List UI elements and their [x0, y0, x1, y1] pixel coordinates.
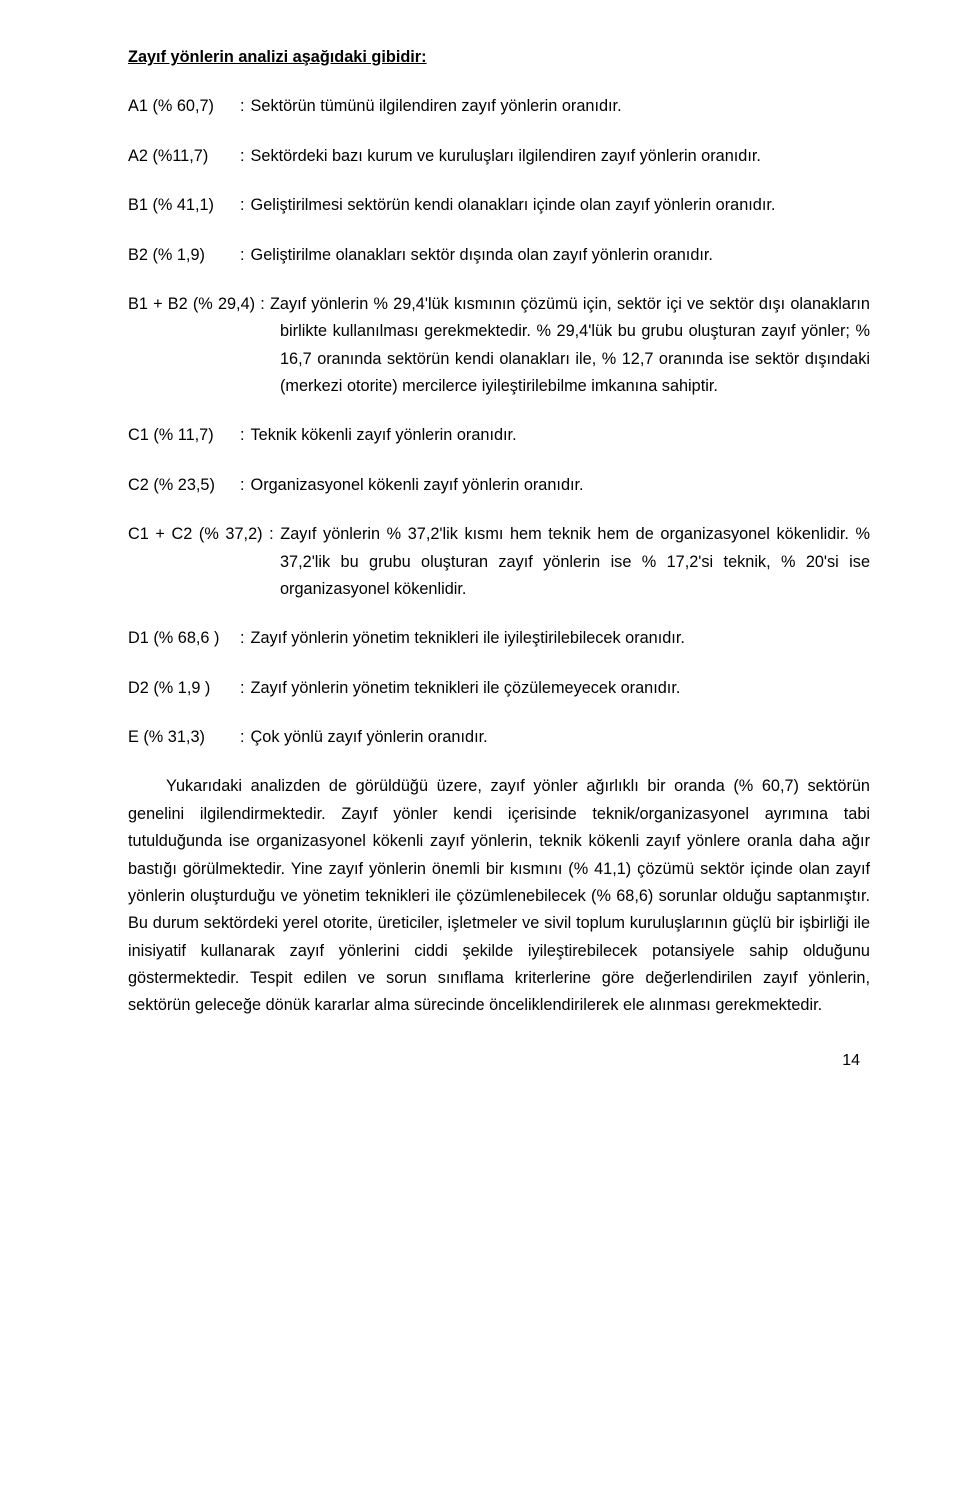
item-text: Zayıf yönlerin yönetim teknikleri ile iy… — [251, 629, 685, 647]
definition-item: A1 (% 60,7) : Sektörün tümünü ilgilendire… — [128, 93, 870, 120]
item-text: Teknik kökenli zayıf yönlerin oranıdır. — [251, 426, 517, 444]
definition-item: A2 (%11,7) : Sektördeki bazı kurum ve kur… — [128, 143, 870, 170]
item-label: C2 (% 23,5) — [128, 472, 240, 499]
item-body: : Teknik kökenli zayıf yönlerin oranıdır. — [240, 422, 870, 449]
analysis-paragraph: Yukarıdaki analizden de görüldüğü üzere,… — [128, 773, 870, 1019]
colon: : — [240, 728, 245, 746]
item-label: D2 (% 1,9 ) — [128, 675, 240, 702]
colon: : — [240, 679, 245, 697]
composite-label: C1 + C2 (% 37,2) : — [128, 525, 280, 543]
item-text: Geliştirilmesi sektörün kendi olanakları… — [251, 196, 776, 214]
item-label: E (% 31,3) — [128, 724, 240, 751]
item-body: : Geliştirilme olanakları sektör dışında … — [240, 242, 870, 269]
definition-item: E (% 31,3) : Çok yönlü zayıf yönlerin ora… — [128, 724, 870, 751]
colon: : — [240, 426, 245, 444]
colon: : — [240, 97, 245, 115]
item-label: D1 (% 68,6 ) — [128, 625, 240, 652]
colon: : — [240, 196, 245, 214]
definition-item: B1 (% 41,1) : Geliştirilmesi sektörün ken… — [128, 192, 870, 219]
item-text: Geliştirilme olanakları sektör dışında o… — [251, 246, 713, 264]
definition-item: C2 (% 23,5) : Organizasyonel kökenli zayı… — [128, 472, 870, 499]
composite-item-c1c2: C1 + C2 (% 37,2) : Zayıf yönlerin % 37,2… — [128, 521, 870, 603]
item-body: : Geliştirilmesi sektörün kendi olanaklar… — [240, 192, 870, 219]
item-text: Zayıf yönlerin yönetim teknikleri ile çö… — [251, 679, 681, 697]
item-text: Sektördeki bazı kurum ve kuruluşları ilg… — [251, 147, 761, 165]
item-body: : Sektörün tümünü ilgilendiren zayıf yönl… — [240, 93, 870, 120]
colon: : — [240, 629, 245, 647]
definition-item: B2 (% 1,9) : Geliştirilme olanakları sekt… — [128, 242, 870, 269]
colon: : — [240, 147, 245, 165]
colon: : — [240, 246, 245, 264]
definition-item: D2 (% 1,9 ) : Zayıf yönlerin yönetim tekn… — [128, 675, 870, 702]
item-text: Sektörün tümünü ilgilendiren zayıf yönle… — [251, 97, 622, 115]
item-body: : Organizasyonel kökenli zayıf yönlerin o… — [240, 472, 870, 499]
composite-item-b1b2: B1 + B2 (% 29,4) : Zayıf yönlerin % 29,4… — [128, 291, 870, 401]
composite-label: B1 + B2 (% 29,4) : — [128, 295, 270, 313]
composite-text: Zayıf yönlerin % 37,2'lik kısmı hem tekn… — [280, 525, 870, 598]
item-body: : Zayıf yönlerin yönetim teknikleri ile i… — [240, 625, 870, 652]
section-heading: Zayıf yönlerin analizi aşağıdaki gibidir… — [128, 44, 870, 71]
composite-text: Zayıf yönlerin % 29,4'lük kısmının çözüm… — [270, 295, 870, 395]
item-text: Çok yönlü zayıf yönlerin oranıdır. — [251, 728, 488, 746]
item-label: B2 (% 1,9) — [128, 242, 240, 269]
page-number: 14 — [128, 1048, 870, 1075]
item-label: A2 (%11,7) — [128, 143, 240, 170]
colon: : — [240, 476, 245, 494]
item-label: B1 (% 41,1) — [128, 192, 240, 219]
item-body: : Zayıf yönlerin yönetim teknikleri ile ç… — [240, 675, 870, 702]
item-text: Organizasyonel kökenli zayıf yönlerin or… — [251, 476, 584, 494]
definition-item: C1 (% 11,7) : Teknik kökenli zayıf yönler… — [128, 422, 870, 449]
item-label: A1 (% 60,7) — [128, 93, 240, 120]
item-body: : Sektördeki bazı kurum ve kuruluşları il… — [240, 143, 870, 170]
item-body: : Çok yönlü zayıf yönlerin oranıdır. — [240, 724, 870, 751]
item-label: C1 (% 11,7) — [128, 422, 240, 449]
definition-item: D1 (% 68,6 ) : Zayıf yönlerin yönetim tek… — [128, 625, 870, 652]
